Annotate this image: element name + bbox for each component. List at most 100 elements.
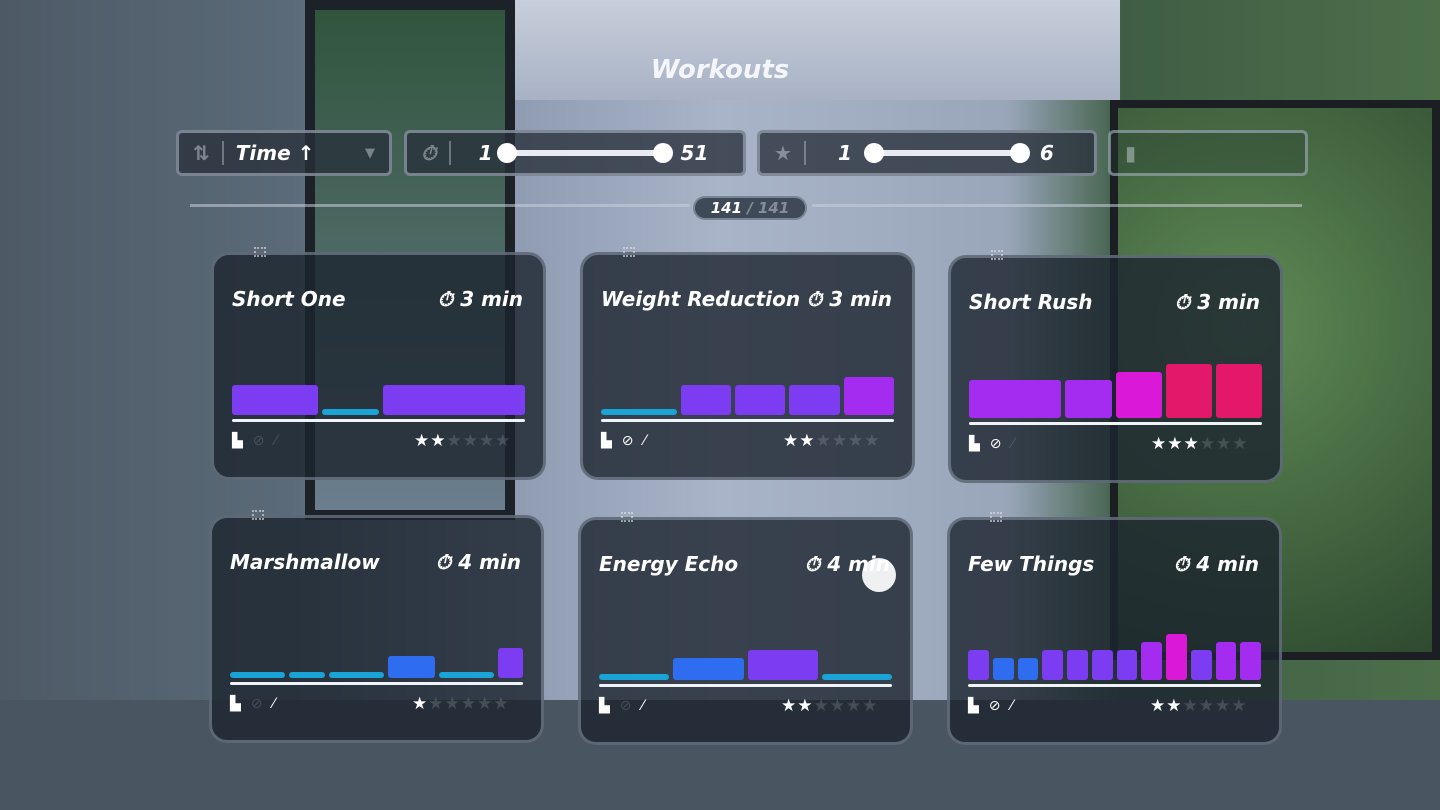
- star-icon: ★: [813, 696, 830, 716]
- rating-stars: ★★★★★★: [412, 694, 510, 714]
- rating-filter: ★ 1 6: [757, 130, 1097, 176]
- star-icon: ★: [1182, 696, 1199, 716]
- drag-handle-icon[interactable]: [254, 247, 266, 257]
- star-icon: ★: [848, 431, 865, 451]
- intensity-bar: [1017, 658, 1039, 680]
- rating-stars: ★★★★★★: [781, 696, 879, 716]
- intensity-chart: [599, 610, 892, 680]
- workout-card[interactable]: Short Rush ⏱ 3 min ▙ ⊘ ⁄ ★★★★★★: [948, 250, 1283, 483]
- intensity-bar: [843, 377, 894, 415]
- intensity-bar: [821, 674, 892, 680]
- timeline-baseline: [968, 684, 1261, 687]
- drag-handle-icon[interactable]: [621, 512, 633, 522]
- star-icon: ★: [1231, 696, 1248, 716]
- no-jump-icon: ⊘: [252, 433, 265, 449]
- equipment-filter[interactable]: ▮: [1108, 130, 1308, 176]
- duration-value: 3 min: [1197, 290, 1260, 314]
- stopwatch-icon: ⏱: [1174, 290, 1191, 314]
- duration-min-handle[interactable]: [496, 143, 517, 163]
- stick-icon: ⁄: [274, 433, 277, 449]
- stopwatch-icon: ⏱: [804, 552, 821, 576]
- stick-icon: ⁄: [1010, 698, 1013, 714]
- sort-dropdown[interactable]: ⇅ Time ↑ ▼: [176, 130, 392, 176]
- intensity-chart: [601, 345, 894, 415]
- star-icon: ★: [1216, 434, 1233, 454]
- intensity-bar: [1115, 372, 1162, 418]
- pointer-cursor: [862, 558, 896, 592]
- star-icon: ★: [1167, 434, 1184, 454]
- intensity-bar: [388, 656, 436, 678]
- star-icon: ★: [493, 694, 510, 714]
- result-count: 141 / 141: [693, 196, 807, 220]
- timeline-baseline: [599, 684, 892, 687]
- intensity-bar: [230, 672, 286, 678]
- star-icon: ★: [446, 431, 463, 451]
- intensity-bar: [1215, 642, 1237, 680]
- no-jump-icon: ⊘: [250, 696, 263, 712]
- timeline-baseline: [232, 419, 525, 422]
- intensity-bar: [289, 672, 325, 678]
- intensity-bar: [382, 385, 525, 415]
- equipment-list: ▙ ⊘ ⁄: [230, 696, 275, 712]
- timeline-baseline: [601, 419, 894, 422]
- timeline-baseline: [230, 682, 523, 685]
- drag-handle-icon[interactable]: [252, 510, 264, 520]
- no-jump-icon: ⊘: [619, 698, 632, 714]
- duration-value: 3 min: [460, 287, 523, 311]
- workout-title: Short One: [232, 287, 346, 311]
- divider-right: [812, 204, 1302, 207]
- workout-title: Few Things: [968, 552, 1095, 576]
- equipment-list: ▙ ⊘ ⁄: [968, 698, 1013, 714]
- workout-card[interactable]: Marshmallow ⏱ 4 min ▙ ⊘ ⁄ ★★★★★★: [209, 510, 544, 743]
- count-shown: 141: [710, 199, 743, 217]
- workout-card[interactable]: Weight Reduction ⏱ 3 min ▙ ⊘ ⁄ ★★★★★★: [580, 247, 915, 480]
- duration-min: 1: [478, 141, 493, 165]
- star-icon: ★: [862, 696, 879, 716]
- divider: [448, 141, 451, 165]
- workout-card[interactable]: Energy Echo ⏱ 4 min ▙ ⊘ ⁄ ★★★★★★: [578, 512, 913, 745]
- stopwatch-icon: ⏱: [806, 287, 823, 311]
- sort-arrows-icon: ⇅: [193, 141, 210, 165]
- equipment-icon: ▮: [1125, 141, 1137, 165]
- stopwatch-icon: ⏱: [435, 550, 452, 574]
- duration-filter: ⏱ 1 51: [404, 130, 746, 176]
- star-icon: ★: [829, 696, 846, 716]
- glove-icon: ▙: [968, 698, 979, 714]
- drag-handle-icon[interactable]: [623, 247, 635, 257]
- star-icon: ★: [1198, 696, 1215, 716]
- workout-duration: ⏱ 3 min: [438, 287, 523, 311]
- star-icon: ★: [412, 694, 429, 714]
- workout-card[interactable]: Few Things ⏱ 4 min ▙ ⊘ ⁄ ★★★★★★: [947, 512, 1282, 745]
- workout-duration: ⏱ 4 min: [1174, 552, 1259, 576]
- equipment-list: ▙ ⊘ ⁄: [232, 433, 277, 449]
- workout-card[interactable]: Short One ⏱ 3 min ▙ ⊘ ⁄ ★★★★★★: [211, 247, 546, 480]
- intensity-bar: [1166, 634, 1187, 680]
- drag-handle-icon[interactable]: [990, 512, 1002, 522]
- rating-range-slider[interactable]: [863, 143, 1030, 163]
- rating-stars: ★★★★★★: [1151, 434, 1249, 454]
- star-icon: ★: [1150, 696, 1167, 716]
- duration-range-slider[interactable]: [496, 143, 673, 163]
- star-icon: ★: [864, 431, 881, 451]
- intensity-bar: [1091, 650, 1113, 680]
- duration-max-handle[interactable]: [652, 143, 673, 163]
- duration-value: 3 min: [829, 287, 892, 311]
- intensity-bar: [1240, 642, 1261, 680]
- duration-value: 4 min: [1196, 552, 1259, 576]
- intensity-bar: [969, 380, 1062, 418]
- rating-max: 6: [1039, 141, 1054, 165]
- rating-min-handle[interactable]: [863, 143, 884, 163]
- star-icon: ★: [1151, 434, 1168, 454]
- stick-icon: ⁄: [643, 433, 646, 449]
- no-jump-icon: ⊘: [988, 698, 1001, 714]
- intensity-bar: [968, 650, 989, 680]
- stick-icon: ⁄: [272, 696, 275, 712]
- star-icon: ★: [430, 431, 447, 451]
- workout-title: Short Rush: [969, 290, 1093, 314]
- intensity-bar: [1067, 650, 1088, 680]
- equipment-list: ▙ ⊘ ⁄: [601, 433, 646, 449]
- drag-handle-icon[interactable]: [991, 250, 1003, 260]
- rating-max-handle[interactable]: [1009, 143, 1030, 163]
- stopwatch-icon: ⏱: [1173, 552, 1190, 576]
- rating-min: 1: [837, 141, 852, 165]
